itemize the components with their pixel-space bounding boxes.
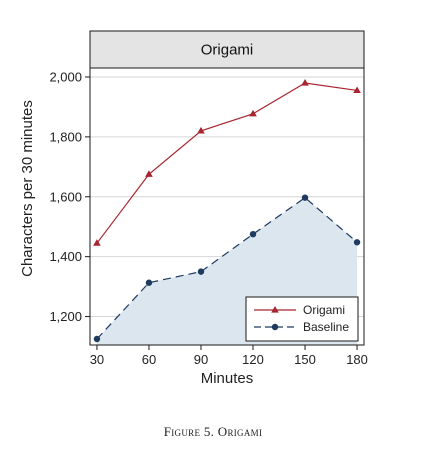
baseline-line [96,196,358,340]
origami-point [93,239,101,246]
caption-name: Origami [217,424,263,439]
baseline-point [93,335,101,343]
baseline-point [301,194,309,201]
baseline-point [197,268,205,275]
legend-label-baseline: Baseline [303,320,349,334]
x-tick-label: 180 [346,352,368,367]
x-tick-label: 30 [90,352,104,367]
origami-point [145,170,153,177]
y-tick-label: 1,200 [49,309,82,324]
baseline-point [145,279,153,286]
origami-point [197,126,205,134]
x-axis-title: Minutes [201,370,254,387]
panel-header [89,30,365,69]
y-tick-label: 2,000 [49,69,82,84]
y-tick-label: 1,600 [49,189,82,204]
x-tick-label: 60 [142,352,156,367]
x-tick-label: 90 [194,352,208,367]
baseline-point [249,231,257,238]
baseline-point [353,239,361,246]
y-axis-title: Characters per 30 minutes [19,100,36,277]
caption-number: 5. [203,424,215,439]
legend-marker-baseline [271,323,279,331]
y-tick-label: 1,800 [49,129,82,144]
origami-point [353,86,361,94]
origami-point [249,109,257,117]
legend-box [245,296,359,342]
figure-caption: Figure 5. Origami [0,424,426,440]
x-tick-label: 120 [242,352,264,367]
legend-label-origami: Origami [303,303,345,317]
y-tick-label: 1,400 [49,249,82,264]
plot-frame [89,67,365,346]
legend-marker-origami [271,306,279,313]
origami-point [301,78,309,86]
x-tick-label: 150 [294,352,316,367]
origami-line [96,82,358,244]
caption-prefix: Figure [163,424,201,439]
panel-title: Origami [201,42,254,59]
